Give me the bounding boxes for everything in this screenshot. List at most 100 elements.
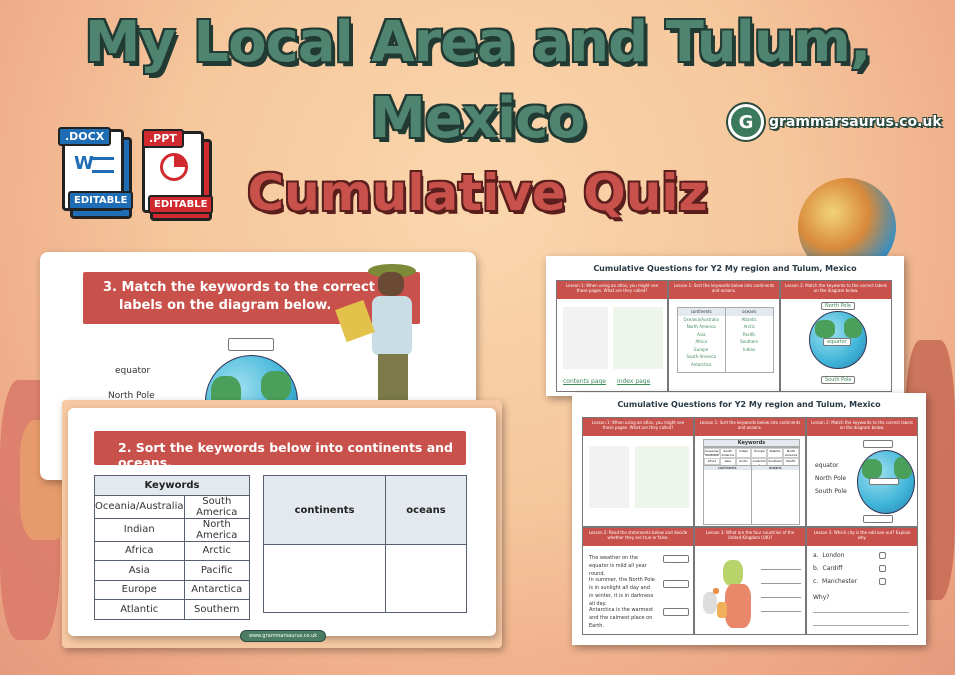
- checkbox[interactable]: [879, 565, 886, 572]
- oceans-header: oceans: [751, 466, 799, 470]
- text-lines-icon: [92, 157, 114, 173]
- question-header: Lesson 2: Match the keywords to the corr…: [807, 418, 917, 436]
- keywords-table: Keywords Oceania/Australia South America …: [94, 475, 250, 620]
- slide-sort-keywords: 2. Sort the keywords below into continen…: [68, 408, 496, 642]
- label-south-pole: South Pole: [821, 376, 856, 384]
- keyword-cell: Arctic: [183, 540, 250, 561]
- keyword-south-pole: South Pole: [815, 488, 847, 495]
- worksheet-answers-title: Cumulative Questions for Y2 My region an…: [593, 264, 857, 273]
- answer: Pacific: [742, 331, 756, 337]
- index-page-image: [613, 307, 663, 369]
- answer: Atlantic: [741, 316, 757, 322]
- true-false-answer-box[interactable]: [663, 608, 689, 616]
- label-box[interactable]: [863, 440, 893, 448]
- table-row: Asia Pacific: [94, 560, 250, 581]
- continents-header: continents: [704, 466, 751, 470]
- option-label: Manchester: [822, 578, 858, 585]
- city-option[interactable]: b. Cardiff: [813, 565, 842, 572]
- true-false-answer-box[interactable]: [663, 580, 689, 588]
- keyword-cell: Africa: [94, 540, 185, 561]
- keyword-cell: Indian: [94, 517, 185, 542]
- continents-drop-area[interactable]: [262, 544, 387, 613]
- answer: South America: [686, 354, 716, 359]
- ppt-editable-badge: EDITABLE: [148, 195, 214, 214]
- keyword-cell: Asia: [94, 560, 185, 581]
- slide-match-heading: 3. Match the keywords to the correct lab…: [83, 272, 420, 324]
- city-option[interactable]: a. London: [813, 552, 844, 559]
- answer-index-page: index page: [617, 378, 651, 385]
- statement: In summer, the North Pole is in sunlight…: [589, 577, 655, 607]
- keyword-cell: Europe: [751, 448, 768, 458]
- index-page-image: [635, 446, 689, 508]
- checkbox[interactable]: [879, 578, 886, 585]
- city-option[interactable]: c. Manchester: [813, 578, 857, 585]
- keyword-cell: Oceania/Australia: [704, 448, 720, 457]
- question-header: Lesson 3: What are the four countries of…: [695, 528, 805, 546]
- pie-chart-icon: [160, 153, 188, 181]
- label-north-pole: North Pole: [821, 302, 855, 310]
- keyword-cell: South America: [719, 448, 736, 458]
- option-label: Cardiff: [822, 565, 843, 572]
- label-box[interactable]: [863, 515, 893, 523]
- title-line-1: My Local Area and Tulum,: [84, 10, 872, 75]
- contents-page-image: [563, 307, 608, 369]
- oceans-header: oceans: [385, 474, 467, 546]
- heading-line-1: 3. Match the keywords to the correct: [103, 280, 375, 295]
- continents-header: continents: [262, 474, 387, 546]
- answer-line[interactable]: [761, 611, 801, 612]
- sort-table: continents oceans: [262, 474, 467, 613]
- oceans-drop-area[interactable]: [385, 544, 467, 613]
- keyword-cell: Atlantic: [767, 448, 784, 458]
- keyword-cell: Oceania/Australia: [94, 494, 185, 519]
- slide-sort-heading: 2. Sort the keywords below into continen…: [94, 431, 466, 470]
- docx-editable-badge: EDITABLE: [68, 191, 134, 210]
- keyword-cell: Atlantic: [94, 599, 185, 620]
- keyword-cell: Antarctica: [183, 579, 250, 600]
- answer: Antarctica: [691, 361, 712, 367]
- answer-line[interactable]: [761, 597, 801, 598]
- ppt-ext-label: .PPT: [142, 129, 184, 148]
- statement: The weather on the equator is mild all y…: [589, 555, 647, 577]
- keyword-equator: equator: [815, 462, 839, 469]
- answer-contents-page: contents page: [563, 378, 606, 385]
- keyword-cell: Indian: [735, 448, 752, 458]
- docx-ext-label: .DOCX: [58, 127, 112, 146]
- table-row: Europe Antarctica: [94, 579, 250, 600]
- grammarsaurus-logo: G grammarsaurus.co.uk: [728, 104, 942, 140]
- label-equator: equator: [823, 338, 851, 346]
- worksheet-answers: Cumulative Questions for Y2 My region an…: [546, 256, 904, 396]
- table-row: Africa Arctic: [94, 540, 250, 561]
- keyword-cell: Africa: [704, 458, 720, 465]
- oceans-header: oceans: [725, 308, 773, 316]
- answer-line[interactable]: [761, 569, 801, 570]
- question-header: Lesson 2: Read the statements below and …: [583, 528, 693, 546]
- answer: Asia: [697, 331, 706, 337]
- answer: Europe: [694, 346, 709, 352]
- label-box[interactable]: [228, 338, 274, 351]
- answer-line[interactable]: [813, 625, 909, 626]
- statement: Antarctica is the warmest and the calmes…: [589, 607, 654, 629]
- true-false-answer-box[interactable]: [663, 555, 689, 563]
- word-icon: W: [74, 153, 94, 174]
- checkbox[interactable]: [879, 552, 886, 559]
- answer-line[interactable]: [761, 583, 801, 584]
- keyword-cell: North America: [183, 517, 250, 542]
- label-box[interactable]: [869, 478, 899, 485]
- footer-website: www.grammarsaurus.co.uk: [240, 630, 327, 642]
- option-letter: c.: [813, 578, 819, 585]
- keyword-north-pole: North Pole: [108, 391, 155, 401]
- logo-badge: G: [728, 104, 764, 140]
- keyword-equator: equator: [115, 366, 151, 376]
- question-header: Lesson 1: When using an atlas, you might…: [583, 418, 693, 436]
- option-label: London: [822, 552, 845, 559]
- ppt-file-icon: .PPT EDITABLE: [142, 129, 214, 229]
- heading-line-2: labels on the diagram below.: [119, 298, 332, 313]
- why-label: Why?: [813, 594, 830, 601]
- answer: Arctic: [743, 324, 755, 329]
- answer-line[interactable]: [813, 612, 909, 613]
- question-header: Lesson 3: Which city is the odd one out?…: [807, 528, 917, 546]
- contents-page-image: [589, 446, 629, 508]
- keywords-header: Keywords: [703, 439, 800, 447]
- continents-header: continents: [678, 308, 725, 316]
- option-letter: a.: [813, 552, 819, 559]
